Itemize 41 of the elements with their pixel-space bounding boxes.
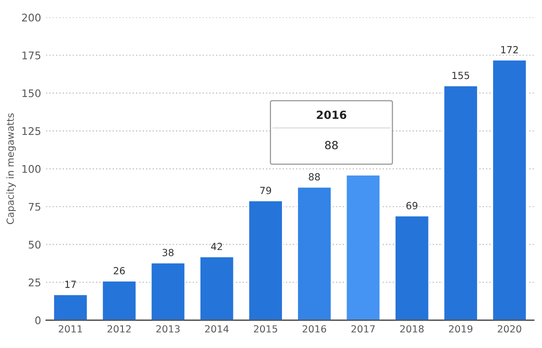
bar — [442, 84, 478, 320]
y-tick-label: 150 — [22, 89, 41, 98]
bar — [52, 294, 88, 320]
y-tick-label: 100 — [22, 165, 41, 173]
bar — [101, 280, 138, 320]
x-tick-label: 2014 — [205, 325, 229, 333]
data-label: 79 — [260, 186, 272, 194]
x-tick-label: 2015 — [254, 325, 278, 333]
bar — [345, 174, 381, 320]
y-tick-label: 50 — [28, 240, 41, 249]
annotation: 88 — [325, 140, 338, 150]
x-tick-label: 2017 — [351, 325, 375, 333]
bar — [394, 215, 430, 320]
x-tick-label: 2013 — [156, 325, 180, 333]
data-label: 155 — [452, 72, 470, 80]
x-tick-label: 2018 — [400, 325, 424, 333]
y-axis-title: Capacity in megawatts — [6, 113, 16, 224]
x-tick-label: 2011 — [58, 325, 82, 333]
y-tick-label: 0 — [35, 316, 41, 324]
bar — [248, 200, 284, 320]
x-tick-label: 2012 — [108, 325, 131, 333]
annotation: 2016 — [316, 110, 346, 120]
data-label: 38 — [162, 248, 174, 256]
y-tick-label: 200 — [22, 14, 41, 22]
y-tick-label: 175 — [22, 52, 40, 60]
data-label: 69 — [406, 202, 418, 210]
data-label: 88 — [308, 173, 320, 181]
data-label: 172 — [501, 46, 518, 54]
bar — [199, 256, 235, 320]
x-tick-label: 2019 — [449, 325, 472, 333]
data-label: 17 — [65, 280, 76, 288]
bar — [492, 59, 528, 320]
y-tick-label: 75 — [28, 202, 40, 211]
x-tick-label: 2016 — [302, 325, 326, 333]
bar — [296, 186, 332, 320]
y-tick-label: 25 — [28, 278, 40, 286]
bar — [150, 262, 186, 320]
data-label: 42 — [211, 242, 222, 250]
x-tick-label: 2020 — [498, 325, 522, 333]
data-label: 26 — [114, 267, 125, 274]
y-tick-label: 125 — [22, 127, 40, 136]
